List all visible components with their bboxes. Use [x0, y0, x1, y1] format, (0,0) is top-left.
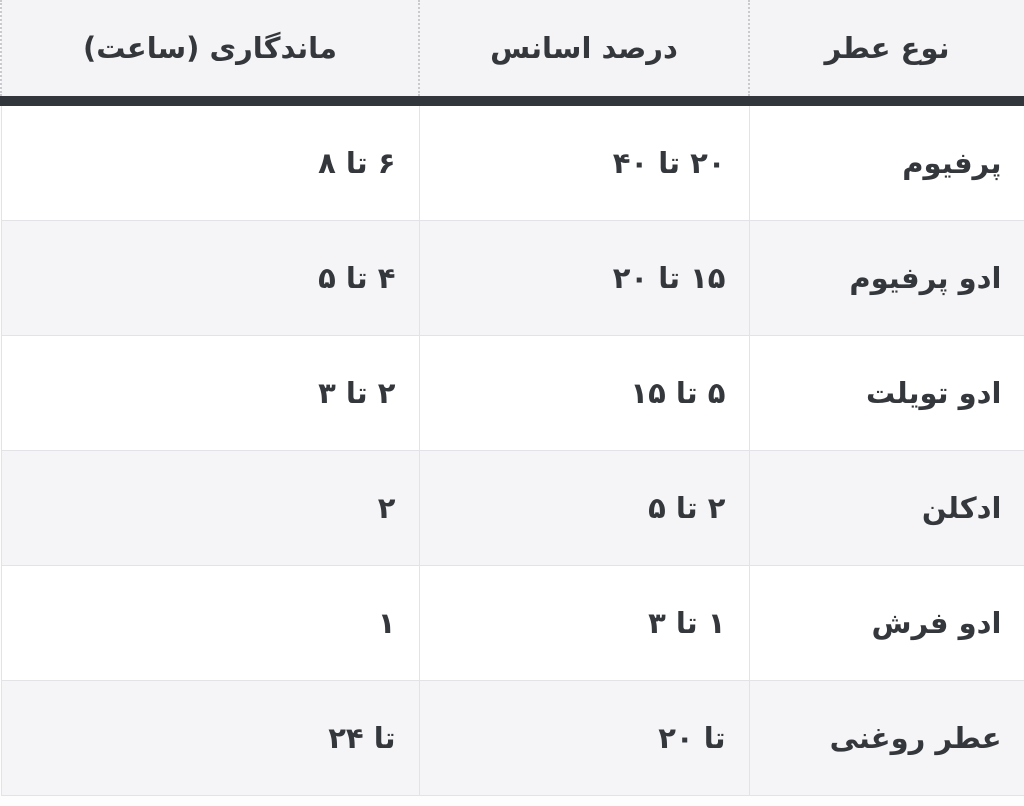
cell-type: ادکلن	[747, 451, 1023, 566]
cell-type: ادو پرفیوم	[747, 221, 1023, 336]
cell-essence-percent: تا ۲۰	[417, 681, 747, 796]
cell-longevity-hours: ۶ تا ۸	[0, 101, 417, 221]
table-body: پرفیوم ۲۰ تا ۴۰ ۶ تا ۸ ادو پرفیوم ۱۵ تا ۲۰ ۴ …	[0, 101, 1023, 796]
table-row: ادو فرش ۱ تا ۳۱	[0, 566, 1023, 681]
table-row: عطر روغنی تا ۲۰ تا ۲۴	[0, 681, 1023, 796]
cell-essence-percent: ۲ تا ۵	[417, 451, 747, 566]
cell-type: پرفیوم	[747, 101, 1023, 221]
cell-longevity-hours: ۱	[0, 566, 417, 681]
cell-longevity-hours: ۲	[0, 451, 417, 566]
header-row: نوع عطر درصد اسانس ماندگاری (ساعت)	[0, 0, 1023, 101]
cell-essence-percent: ۱۵ تا ۲۰	[417, 221, 747, 336]
cell-essence-percent: ۱ تا ۳	[417, 566, 747, 681]
table-row: ادو پرفیوم ۱۵ تا ۲۰ ۴ تا ۵	[0, 221, 1023, 336]
cell-longevity-hours: ۴ تا ۵	[0, 221, 417, 336]
table-header: نوع عطر درصد اسانس ماندگاری (ساعت)	[0, 0, 1023, 101]
cell-type: ادو فرش	[747, 566, 1023, 681]
table-row: ادکلن ۲ تا ۵۲	[0, 451, 1023, 566]
table-row: پرفیوم ۲۰ تا ۴۰ ۶ تا ۸	[0, 101, 1023, 221]
table-row: ادو تویلت ۵ تا ۱۵ ۲ تا ۳	[0, 336, 1023, 451]
column-header-type: نوع عطر	[747, 0, 1023, 101]
cell-essence-percent: ۲۰ تا ۴۰	[417, 101, 747, 221]
perfume-comparison-table: نوع عطر درصد اسانس ماندگاری (ساعت) پرفیو…	[0, 0, 1024, 796]
cell-type: عطر روغنی	[747, 681, 1023, 796]
column-header-longevity-hours: ماندگاری (ساعت)	[0, 0, 417, 101]
cell-essence-percent: ۵ تا ۱۵	[417, 336, 747, 451]
cell-type: ادو تویلت	[747, 336, 1023, 451]
cell-longevity-hours: تا ۲۴	[0, 681, 417, 796]
cell-longevity-hours: ۲ تا ۳	[0, 336, 417, 451]
column-header-essence-percent: درصد اسانس	[417, 0, 747, 101]
